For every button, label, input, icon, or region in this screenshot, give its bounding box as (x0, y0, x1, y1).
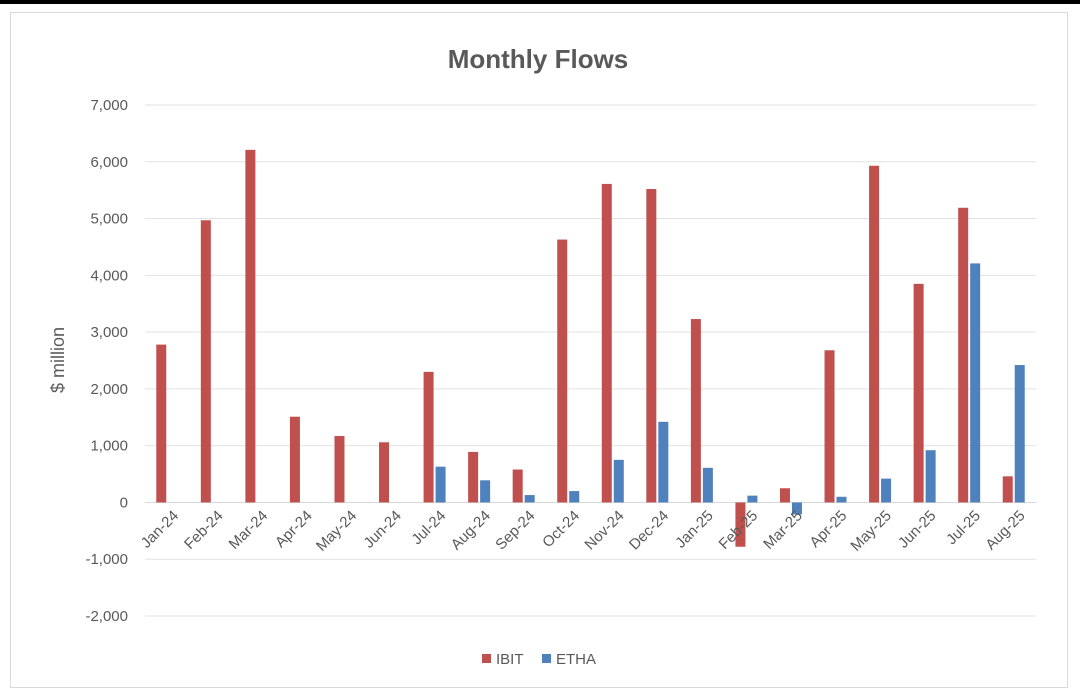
x-tick-label: May-24 (313, 507, 360, 554)
x-tick-label: Mar-25 (760, 507, 806, 553)
y-tick-label: 3,000 (90, 324, 128, 341)
x-tick-label: May-25 (848, 507, 895, 554)
bar-etha-jul-24 (435, 466, 446, 503)
bar-ibit-mar-25 (779, 488, 790, 503)
bar-ibit-jan-24 (156, 344, 167, 503)
chart-title: Monthly Flows (448, 44, 629, 74)
x-tick-label: Aug-25 (982, 507, 1028, 553)
bar-ibit-jun-24 (379, 442, 390, 503)
top-border (0, 0, 1080, 4)
y-tick-label: -2,000 (85, 608, 128, 625)
bar-ibit-aug-25 (1002, 476, 1013, 503)
y-tick-label: 6,000 (90, 154, 128, 171)
x-tick-label: Oct-24 (539, 507, 583, 551)
bar-etha-jul-25 (970, 263, 981, 503)
bar-etha-apr-25 (836, 496, 847, 503)
bar-ibit-may-25 (869, 165, 880, 503)
x-tick-label: Jan-25 (672, 507, 716, 551)
x-tick-label: Jan-24 (138, 507, 182, 551)
bar-ibit-jul-24 (423, 371, 434, 503)
x-tick-label: Nov-24 (581, 507, 627, 553)
bar-ibit-feb-25 (735, 502, 746, 547)
bar-etha-feb-25 (747, 495, 758, 503)
x-tick-label: Jun-25 (895, 507, 939, 551)
bar-ibit-sep-24 (512, 469, 523, 503)
x-tick-label: Aug-24 (448, 507, 494, 553)
x-tick-label: Dec-24 (626, 507, 672, 553)
bar-ibit-jun-25 (913, 283, 924, 503)
legend-swatch-ibit (482, 654, 491, 663)
legend-label-etha: ETHA (556, 651, 596, 668)
legend-swatch-etha (542, 654, 551, 663)
x-tick-label: Apr-24 (272, 507, 316, 551)
x-tick-label: Jun-24 (360, 507, 404, 551)
bars (156, 149, 1025, 547)
bar-etha-nov-24 (613, 459, 624, 503)
bar-ibit-mar-24 (245, 149, 256, 503)
y-tick-label: 1,000 (90, 438, 128, 455)
x-tick-label: Sep-24 (492, 507, 538, 553)
y-tick-label: 5,000 (90, 211, 128, 228)
bar-etha-aug-25 (1014, 365, 1025, 503)
chart-frame (10, 12, 1068, 688)
bar-ibit-dec-24 (646, 189, 657, 503)
y-tick-label: 7,000 (90, 97, 128, 114)
x-tick-label: Apr-25 (806, 507, 850, 551)
bar-ibit-may-24 (334, 436, 345, 503)
y-tick-label: 0 (120, 494, 128, 511)
bar-ibit-jan-25 (690, 319, 701, 503)
y-tick-label: 2,000 (90, 381, 128, 398)
bar-ibit-jul-25 (958, 207, 969, 503)
y-tick-label: -1,000 (85, 551, 128, 568)
bar-ibit-nov-24 (601, 183, 612, 503)
bar-etha-mar-25 (791, 502, 802, 515)
y-tick-label: 4,000 (90, 267, 128, 284)
bar-etha-jun-25 (925, 450, 936, 503)
legend: IBIT ETHA (482, 651, 596, 668)
x-tick-label: Jul-25 (943, 507, 984, 548)
bar-etha-sep-24 (524, 495, 535, 503)
bar-etha-oct-24 (569, 491, 580, 503)
legend-label-ibit: IBIT (496, 651, 524, 668)
bar-ibit-apr-24 (289, 416, 300, 503)
gridlines (145, 104, 1036, 617)
x-tick-label: Jul-24 (408, 507, 449, 548)
x-tick-label: Feb-24 (181, 507, 227, 553)
y-axis-label: $ million (48, 327, 68, 393)
bar-etha-aug-24 (480, 480, 491, 503)
bar-etha-dec-24 (658, 421, 669, 503)
bar-ibit-aug-24 (468, 451, 479, 503)
bar-etha-may-25 (881, 478, 892, 503)
bar-ibit-feb-24 (200, 220, 211, 503)
bar-ibit-apr-25 (824, 350, 835, 503)
bar-ibit-oct-24 (557, 239, 568, 503)
bar-etha-jan-25 (702, 467, 713, 503)
y-axis-ticks: -2,000 -1,000 0 1,000 2,000 3,000 4,000 5,000 6,… (85, 97, 128, 625)
x-tick-label: Mar-24 (226, 507, 272, 553)
